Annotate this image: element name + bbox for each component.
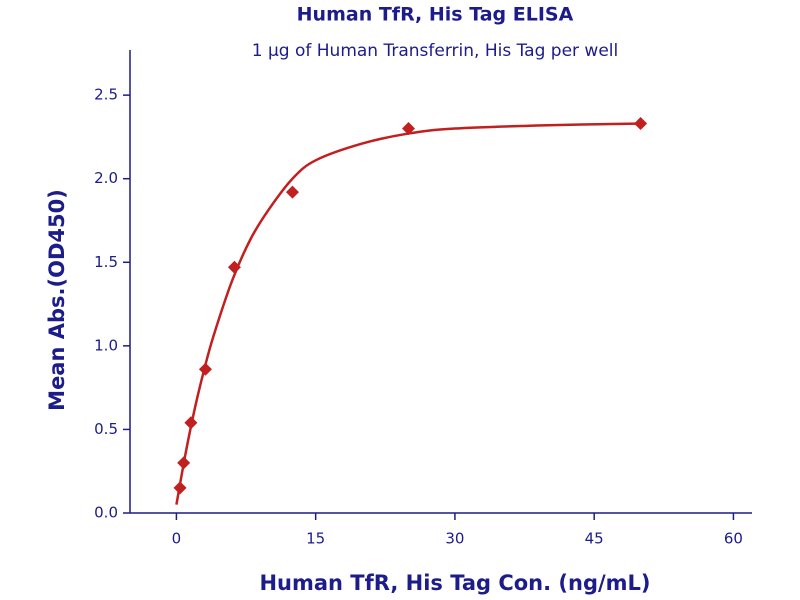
- y-tick-label: 0.5: [94, 420, 118, 438]
- x-tick-label: 60: [724, 530, 743, 548]
- data-point: [285, 185, 299, 199]
- chart-subtitle: 1 μg of Human Transferrin, His Tag per w…: [252, 41, 619, 61]
- x-axis-label: Human TfR, His Tag Con. (ng/mL): [259, 571, 650, 595]
- x-tick-label: 30: [445, 530, 464, 548]
- y-axis-label: Mean Abs.(OD450): [45, 189, 69, 411]
- fit-curve: [175, 122, 641, 505]
- x-tick-label: 45: [585, 530, 604, 548]
- y-tick-label: 2.5: [94, 86, 118, 104]
- y-tick-label: 0.0: [94, 504, 118, 522]
- y-tick-label: 1.0: [94, 336, 118, 354]
- x-tick-label: 15: [306, 530, 325, 548]
- data-point: [634, 117, 648, 131]
- y-tick-label: 1.5: [94, 253, 118, 271]
- x-tick-label: 0: [172, 530, 182, 548]
- chart-title: Human TfR, His Tag ELISA: [297, 4, 574, 26]
- y-tick-label: 2.0: [94, 169, 118, 187]
